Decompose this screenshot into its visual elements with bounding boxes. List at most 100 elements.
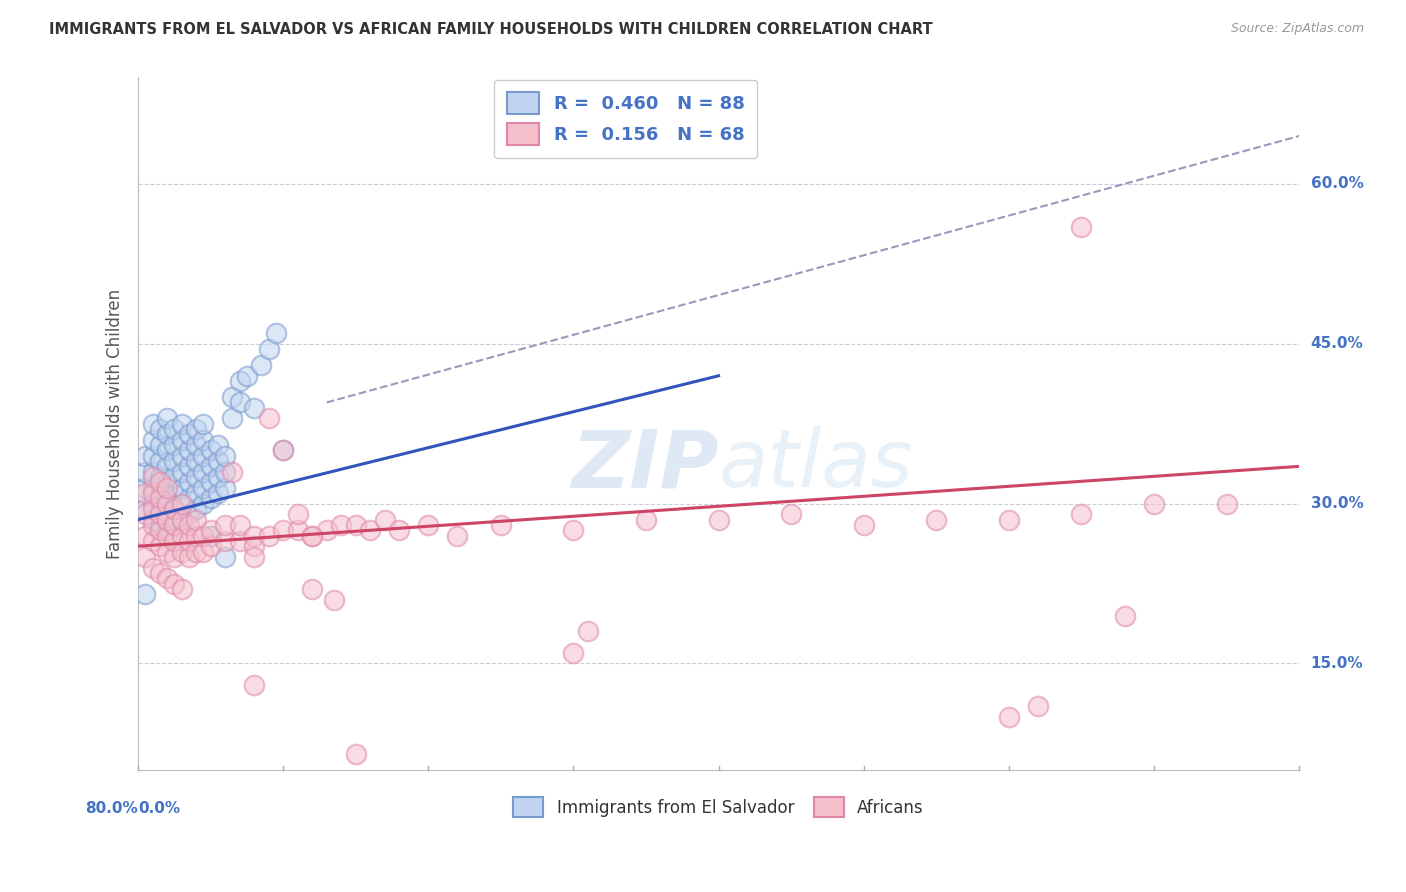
Point [271,443,294,458]
Point [142,470,165,484]
Point [562,523,585,537]
Point [221,411,243,425]
Point [163,502,186,516]
Point [170,449,193,463]
Point [163,422,186,436]
Point [149,486,172,500]
Point [193,497,215,511]
Point [184,438,207,452]
Point [142,417,165,431]
Point [489,517,512,532]
Point [193,528,215,542]
Point [359,523,381,537]
Text: IMMIGRANTS FROM EL SALVADOR VS AFRICAN FAMILY HOUSEHOLDS WITH CHILDREN CORRELATI: IMMIGRANTS FROM EL SALVADOR VS AFRICAN F… [49,22,932,37]
Point [149,539,172,553]
Point [214,465,236,479]
Point [177,459,200,474]
Text: 45.0%: 45.0% [1310,336,1364,351]
Point [163,470,186,484]
Point [134,481,156,495]
Point [177,549,200,564]
Point [134,508,156,522]
Point [163,502,186,516]
Point [134,587,156,601]
Point [852,517,875,532]
Point [1215,497,1237,511]
Legend: Immigrants from El Salvador, Africans: Immigrants from El Salvador, Africans [506,790,931,824]
Point [214,481,236,495]
Point [170,481,193,495]
Point [170,544,193,558]
Point [163,454,186,468]
Point [134,502,156,516]
Point [998,710,1021,724]
Point [707,513,730,527]
Point [925,513,948,527]
Point [236,368,259,383]
Point [142,513,165,527]
Point [780,508,803,522]
Point [214,517,236,532]
Point [228,517,250,532]
Point [170,513,193,527]
Point [156,475,179,490]
Point [163,517,186,532]
Point [156,523,179,537]
Point [149,475,172,490]
Point [170,497,193,511]
Point [134,449,156,463]
Point [998,513,1021,527]
Point [149,491,172,506]
Point [156,528,179,542]
Text: 80.0%: 80.0% [86,800,138,815]
Point [163,549,186,564]
Point [170,465,193,479]
Text: Source: ZipAtlas.com: Source: ZipAtlas.com [1230,22,1364,36]
Point [193,481,215,495]
Point [214,449,236,463]
Point [163,576,186,591]
Point [149,523,172,537]
Point [142,497,165,511]
Point [184,486,207,500]
Point [142,486,165,500]
Point [315,523,337,537]
Point [1070,508,1092,522]
Point [330,517,353,532]
Point [374,513,396,527]
Point [149,470,172,484]
Point [257,342,280,356]
Y-axis label: Family Households with Children: Family Households with Children [107,289,124,558]
Point [149,454,172,468]
Point [156,571,179,585]
Point [446,528,468,542]
Point [301,528,323,542]
Point [271,523,294,537]
Point [156,481,179,495]
Point [193,417,215,431]
Text: 15.0%: 15.0% [1310,656,1364,671]
Point [207,486,229,500]
Point [142,481,165,495]
Point [156,459,179,474]
Point [200,459,222,474]
Point [163,533,186,548]
Point [163,438,186,452]
Point [287,508,309,522]
Point [344,747,367,761]
Point [228,374,250,388]
Point [170,582,193,596]
Point [214,549,236,564]
Point [243,678,266,692]
Point [388,523,411,537]
Point [156,427,179,442]
Point [142,560,165,574]
Point [184,513,207,527]
Point [243,401,266,415]
Point [163,486,186,500]
Point [207,438,229,452]
Point [170,513,193,527]
Point [177,491,200,506]
Point [134,486,156,500]
Point [243,528,266,542]
